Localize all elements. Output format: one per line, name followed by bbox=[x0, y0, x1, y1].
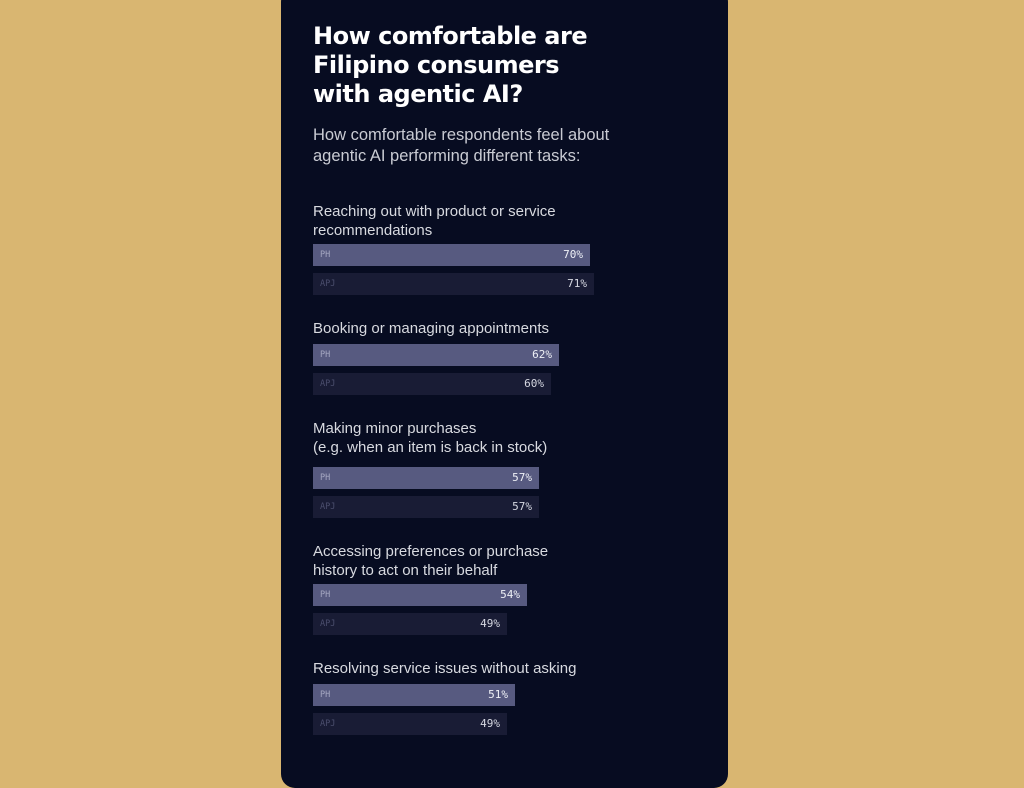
data-label: 49% bbox=[480, 617, 500, 630]
category-label: Resolving service issues without asking bbox=[313, 660, 577, 677]
bar-ph bbox=[313, 467, 539, 489]
data-label: 71% bbox=[567, 277, 587, 290]
data-label: 62% bbox=[532, 348, 552, 361]
bar-row-ph: PH 62% bbox=[313, 344, 559, 366]
bar-row-apj: APJ 57% bbox=[313, 496, 539, 518]
category-group: Resolving service issues without asking P… bbox=[313, 659, 713, 735]
data-label: 54% bbox=[500, 588, 520, 601]
category-group: Booking or managing appointments PH 62% APJ… bbox=[313, 319, 713, 395]
bar-ph bbox=[313, 584, 527, 606]
series-label: PH bbox=[320, 350, 331, 360]
data-label: 57% bbox=[512, 500, 532, 513]
page-subtitle: How comfortable respondents feel about a… bbox=[313, 126, 610, 165]
bar-ph bbox=[313, 684, 515, 706]
infographic-card: How comfortable are Filipino consumers w… bbox=[281, 0, 728, 788]
series-label: APJ bbox=[320, 379, 336, 389]
bar-apj bbox=[313, 273, 594, 295]
series-label: PH bbox=[320, 250, 331, 260]
series-label: APJ bbox=[320, 502, 336, 512]
bar-apj bbox=[313, 496, 539, 518]
series-label: PH bbox=[320, 590, 331, 600]
bar-row-apj: APJ 49% bbox=[313, 613, 507, 635]
bar-ph bbox=[313, 244, 590, 266]
bar-row-apj: APJ 49% bbox=[313, 713, 507, 735]
series-label: PH bbox=[320, 473, 331, 483]
category-label: Accessing preferences or purchase histor… bbox=[313, 543, 549, 579]
page-title: How comfortable are Filipino consumers w… bbox=[313, 22, 588, 108]
category-label: Reaching out with product or service rec… bbox=[313, 203, 556, 239]
bar-apj bbox=[313, 613, 507, 635]
data-label: 49% bbox=[480, 717, 500, 730]
bar-apj bbox=[313, 373, 551, 395]
category-label: Booking or managing appointments bbox=[313, 320, 549, 337]
category-group: Reaching out with product or service rec… bbox=[313, 202, 713, 295]
bar-chart: Reaching out with product or service rec… bbox=[313, 202, 713, 762]
data-label: 60% bbox=[524, 377, 544, 390]
bar-row-ph: PH 70% bbox=[313, 244, 590, 266]
card-header: How comfortable are Filipino consumers w… bbox=[313, 22, 708, 167]
series-label: APJ bbox=[320, 719, 336, 729]
data-label: 57% bbox=[512, 471, 532, 484]
data-label: 70% bbox=[563, 248, 583, 261]
bar-row-ph: PH 57% bbox=[313, 467, 539, 489]
bar-row-ph: PH 54% bbox=[313, 584, 527, 606]
bar-row-apj: APJ 60% bbox=[313, 373, 551, 395]
series-label: APJ bbox=[320, 279, 336, 289]
bar-ph bbox=[313, 344, 559, 366]
category-group: Making minor purchases (e.g. when an ite… bbox=[313, 419, 713, 518]
bar-row-ph: PH 51% bbox=[313, 684, 515, 706]
bar-row-apj: APJ 71% bbox=[313, 273, 594, 295]
data-label: 51% bbox=[488, 688, 508, 701]
series-label: PH bbox=[320, 690, 331, 700]
category-group: Accessing preferences or purchase histor… bbox=[313, 542, 713, 635]
category-label: Making minor purchases (e.g. when an ite… bbox=[313, 420, 548, 456]
series-label: APJ bbox=[320, 619, 336, 629]
bar-apj bbox=[313, 713, 507, 735]
